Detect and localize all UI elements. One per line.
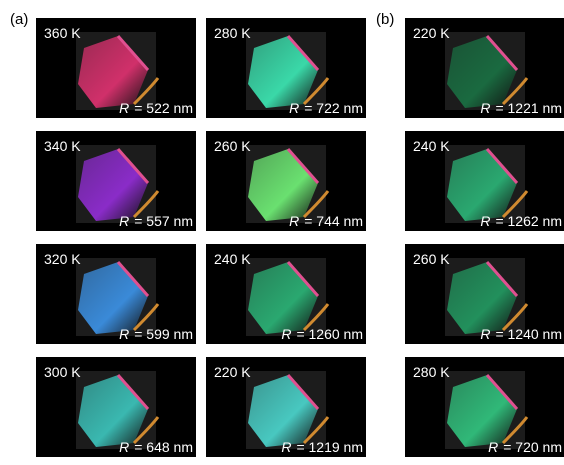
r-symbol: R [488,439,498,455]
r-value: = 722 nm [304,100,363,116]
temperature-label: 360 K [44,25,81,41]
figure: (a) 360 K R = 522 nm 340 K R = 557 nm 320 K R = 5… [0,0,564,460]
micrograph: 220 K R = 1219 nm [206,357,366,457]
temperature-label: 220 K [413,25,450,41]
temperature-label: 240 K [214,251,251,267]
r-symbol: R [119,100,129,116]
r-value: = 1260 nm [296,326,363,342]
panel-label: (a) [10,11,28,28]
micrograph: 320 K R = 599 nm [36,244,196,344]
temperature-label: 260 K [214,138,251,154]
r-value: = 599 nm [134,326,193,342]
temperature-label: 220 K [214,364,251,380]
r-symbol: R [289,100,299,116]
r-value: = 522 nm [134,100,193,116]
r-value: = 744 nm [304,213,363,229]
r-value: = 1240 nm [495,326,562,342]
micrograph: 240 K R = 1262 nm [405,131,564,231]
r-symbol: R [119,326,129,342]
r-symbol: R [480,213,490,229]
micrograph: 300 K R = 648 nm [36,357,196,457]
micrograph: 340 K R = 557 nm [36,131,196,231]
r-symbol: R [281,439,291,455]
temperature-label: 320 K [44,251,81,267]
r-symbol: R [119,213,129,229]
r-symbol: R [281,326,291,342]
micrograph: 260 K R = 744 nm [206,131,366,231]
r-value: = 648 nm [134,439,193,455]
micrograph: 280 K R = 720 nm [405,357,564,457]
r-symbol: R [289,213,299,229]
micrograph: 280 K R = 722 nm [206,18,366,118]
r-value: = 1221 nm [495,100,562,116]
r-symbol: R [480,100,490,116]
micrograph: 240 K R = 1260 nm [206,244,366,344]
r-value: = 1262 nm [495,213,562,229]
temperature-label: 300 K [44,364,81,380]
micrograph: 260 K R = 1240 nm [405,244,564,344]
micrograph: 220 K R = 1221 nm [405,18,564,118]
temperature-label: 280 K [413,364,450,380]
temperature-label: 240 K [413,138,450,154]
temperature-label: 260 K [413,251,450,267]
r-value: = 557 nm [134,213,193,229]
r-symbol: R [480,326,490,342]
temperature-label: 280 K [214,25,251,41]
r-value: = 1219 nm [296,439,363,455]
r-symbol: R [119,439,129,455]
r-value: = 720 nm [503,439,562,455]
temperature-label: 340 K [44,138,81,154]
micrograph: 360 K R = 522 nm [36,18,196,118]
panel-label: (b) [376,11,394,28]
